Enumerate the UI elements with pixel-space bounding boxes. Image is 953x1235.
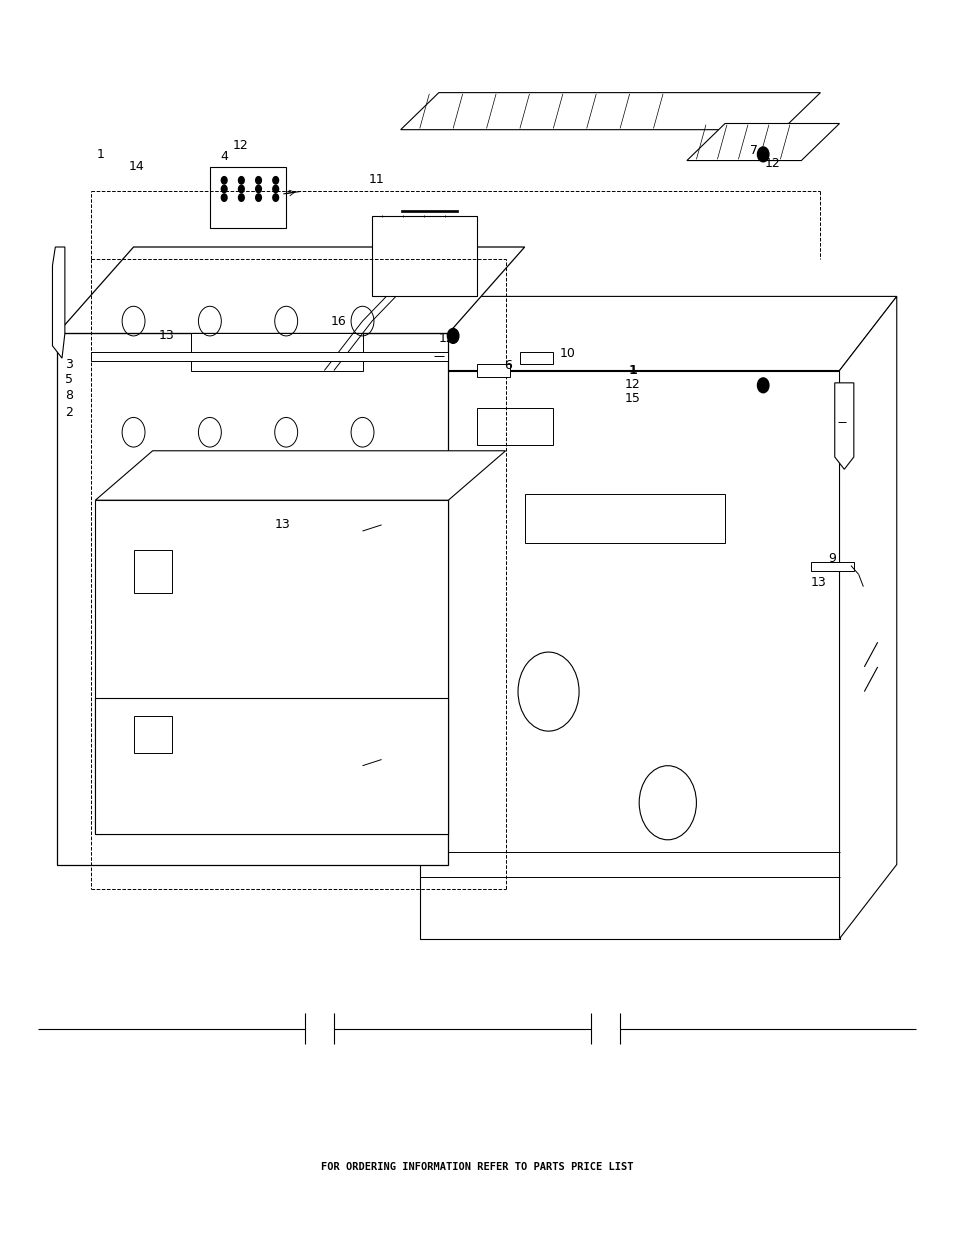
Polygon shape (95, 698, 448, 834)
Circle shape (221, 185, 227, 193)
Polygon shape (419, 370, 839, 939)
Text: FOR ORDERING INFORMATION REFER TO PARTS PRICE LIST: FOR ORDERING INFORMATION REFER TO PARTS … (320, 1162, 633, 1172)
Text: 15: 15 (624, 393, 639, 405)
Polygon shape (519, 352, 553, 364)
Text: 13: 13 (810, 577, 825, 589)
Circle shape (255, 194, 261, 201)
Polygon shape (419, 296, 896, 370)
Text: 16: 16 (331, 315, 346, 327)
Circle shape (273, 177, 278, 184)
Polygon shape (476, 364, 510, 377)
Text: 6: 6 (504, 359, 512, 372)
Text: 4: 4 (220, 151, 228, 163)
Text: 3: 3 (65, 358, 72, 370)
Text: 9: 9 (827, 552, 835, 564)
Circle shape (447, 329, 458, 343)
Polygon shape (57, 333, 448, 864)
Polygon shape (839, 296, 896, 939)
Text: 13: 13 (274, 519, 290, 531)
Polygon shape (686, 124, 839, 161)
Polygon shape (95, 451, 505, 500)
Circle shape (255, 185, 261, 193)
Polygon shape (810, 562, 853, 571)
Text: 7: 7 (749, 144, 757, 157)
Text: 12: 12 (438, 332, 454, 345)
Polygon shape (419, 408, 448, 445)
Text: 11: 11 (369, 173, 384, 185)
Text: 13: 13 (159, 330, 174, 342)
Polygon shape (210, 167, 286, 228)
Circle shape (238, 194, 244, 201)
Polygon shape (476, 408, 553, 445)
Circle shape (221, 177, 227, 184)
Text: 1: 1 (627, 364, 637, 377)
Polygon shape (524, 494, 724, 543)
Circle shape (238, 185, 244, 193)
Text: 1: 1 (96, 148, 104, 161)
Circle shape (757, 147, 768, 162)
Text: 2: 2 (65, 406, 72, 419)
Circle shape (273, 185, 278, 193)
Text: 8: 8 (65, 389, 72, 401)
Text: 10: 10 (559, 347, 575, 359)
Text: 14: 14 (129, 161, 144, 173)
Polygon shape (372, 216, 476, 296)
Text: 12: 12 (624, 378, 639, 390)
Circle shape (273, 194, 278, 201)
Polygon shape (57, 247, 524, 333)
Text: 12: 12 (764, 157, 780, 169)
Polygon shape (400, 93, 820, 130)
Circle shape (221, 194, 227, 201)
Polygon shape (91, 352, 448, 361)
Polygon shape (400, 210, 457, 212)
Circle shape (757, 378, 768, 393)
Polygon shape (52, 247, 65, 358)
Circle shape (255, 177, 261, 184)
Text: 12: 12 (233, 140, 248, 152)
Polygon shape (133, 550, 172, 593)
Circle shape (238, 177, 244, 184)
Text: 5: 5 (65, 373, 72, 385)
Polygon shape (834, 383, 853, 469)
Polygon shape (191, 333, 362, 370)
Polygon shape (133, 716, 172, 753)
Polygon shape (95, 500, 448, 834)
